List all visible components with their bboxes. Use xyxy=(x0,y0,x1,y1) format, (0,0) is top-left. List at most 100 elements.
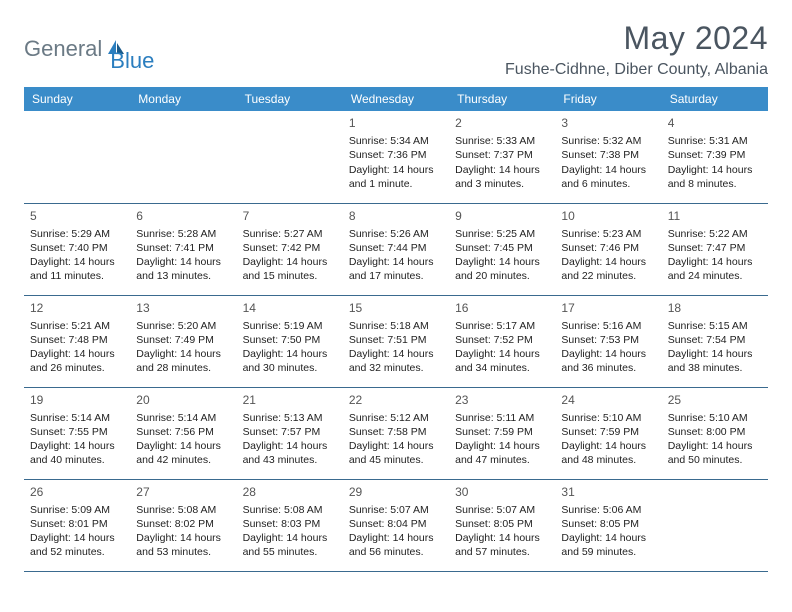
daylight-text: Daylight: 14 hours and 47 minutes. xyxy=(455,439,549,467)
day-number: 30 xyxy=(455,484,549,500)
sunrise-text: Sunrise: 5:15 AM xyxy=(668,319,762,333)
sunset-text: Sunset: 7:53 PM xyxy=(561,333,655,347)
sunrise-text: Sunrise: 5:21 AM xyxy=(30,319,124,333)
weekday-header: Tuesday xyxy=(237,87,343,111)
calendar-cell: 9Sunrise: 5:25 AMSunset: 7:45 PMDaylight… xyxy=(449,203,555,295)
daylight-text: Daylight: 14 hours and 56 minutes. xyxy=(349,531,443,559)
sunset-text: Sunset: 7:55 PM xyxy=(30,425,124,439)
day-number: 19 xyxy=(30,392,124,408)
sunrise-text: Sunrise: 5:32 AM xyxy=(561,134,655,148)
day-number: 14 xyxy=(243,300,337,316)
sunrise-text: Sunrise: 5:22 AM xyxy=(668,227,762,241)
daylight-text: Daylight: 14 hours and 52 minutes. xyxy=(30,531,124,559)
day-number: 31 xyxy=(561,484,655,500)
calendar-cell xyxy=(237,111,343,203)
sunset-text: Sunset: 7:59 PM xyxy=(561,425,655,439)
sunset-text: Sunset: 7:45 PM xyxy=(455,241,549,255)
day-number: 5 xyxy=(30,208,124,224)
calendar-cell: 12Sunrise: 5:21 AMSunset: 7:48 PMDayligh… xyxy=(24,295,130,387)
sunrise-text: Sunrise: 5:34 AM xyxy=(349,134,443,148)
daylight-text: Daylight: 14 hours and 40 minutes. xyxy=(30,439,124,467)
sunset-text: Sunset: 7:50 PM xyxy=(243,333,337,347)
calendar-cell: 25Sunrise: 5:10 AMSunset: 8:00 PMDayligh… xyxy=(662,387,768,479)
daylight-text: Daylight: 14 hours and 1 minute. xyxy=(349,163,443,191)
day-number: 18 xyxy=(668,300,762,316)
calendar-cell: 23Sunrise: 5:11 AMSunset: 7:59 PMDayligh… xyxy=(449,387,555,479)
brand-part2: Blue xyxy=(110,48,154,74)
sunset-text: Sunset: 7:46 PM xyxy=(561,241,655,255)
sunset-text: Sunset: 7:38 PM xyxy=(561,148,655,162)
sunrise-text: Sunrise: 5:07 AM xyxy=(455,503,549,517)
calendar-cell: 3Sunrise: 5:32 AMSunset: 7:38 PMDaylight… xyxy=(555,111,661,203)
day-number: 6 xyxy=(136,208,230,224)
calendar-cell: 31Sunrise: 5:06 AMSunset: 8:05 PMDayligh… xyxy=(555,479,661,571)
day-number: 24 xyxy=(561,392,655,408)
calendar-cell: 13Sunrise: 5:20 AMSunset: 7:49 PMDayligh… xyxy=(130,295,236,387)
sunrise-text: Sunrise: 5:12 AM xyxy=(349,411,443,425)
sunset-text: Sunset: 7:59 PM xyxy=(455,425,549,439)
page-title: May 2024 xyxy=(505,20,768,57)
calendar-cell: 14Sunrise: 5:19 AMSunset: 7:50 PMDayligh… xyxy=(237,295,343,387)
calendar-cell: 29Sunrise: 5:07 AMSunset: 8:04 PMDayligh… xyxy=(343,479,449,571)
calendar-cell: 24Sunrise: 5:10 AMSunset: 7:59 PMDayligh… xyxy=(555,387,661,479)
sunrise-text: Sunrise: 5:16 AM xyxy=(561,319,655,333)
calendar-cell: 22Sunrise: 5:12 AMSunset: 7:58 PMDayligh… xyxy=(343,387,449,479)
day-number: 21 xyxy=(243,392,337,408)
sunset-text: Sunset: 8:00 PM xyxy=(668,425,762,439)
sunrise-text: Sunrise: 5:18 AM xyxy=(349,319,443,333)
calendar-week: 26Sunrise: 5:09 AMSunset: 8:01 PMDayligh… xyxy=(24,479,768,571)
calendar-cell: 16Sunrise: 5:17 AMSunset: 7:52 PMDayligh… xyxy=(449,295,555,387)
calendar-cell: 8Sunrise: 5:26 AMSunset: 7:44 PMDaylight… xyxy=(343,203,449,295)
sunset-text: Sunset: 7:58 PM xyxy=(349,425,443,439)
day-number: 10 xyxy=(561,208,655,224)
sunset-text: Sunset: 7:47 PM xyxy=(668,241,762,255)
daylight-text: Daylight: 14 hours and 26 minutes. xyxy=(30,347,124,375)
daylight-text: Daylight: 14 hours and 32 minutes. xyxy=(349,347,443,375)
calendar-cell: 10Sunrise: 5:23 AMSunset: 7:46 PMDayligh… xyxy=(555,203,661,295)
title-block: May 2024 Fushe-Cidhne, Diber County, Alb… xyxy=(505,20,768,79)
calendar-cell: 1Sunrise: 5:34 AMSunset: 7:36 PMDaylight… xyxy=(343,111,449,203)
calendar-week: 1Sunrise: 5:34 AMSunset: 7:36 PMDaylight… xyxy=(24,111,768,203)
sunset-text: Sunset: 7:44 PM xyxy=(349,241,443,255)
sunset-text: Sunset: 7:57 PM xyxy=(243,425,337,439)
sunrise-text: Sunrise: 5:19 AM xyxy=(243,319,337,333)
weekday-header: Wednesday xyxy=(343,87,449,111)
calendar-body: 1Sunrise: 5:34 AMSunset: 7:36 PMDaylight… xyxy=(24,111,768,571)
calendar-cell: 21Sunrise: 5:13 AMSunset: 7:57 PMDayligh… xyxy=(237,387,343,479)
calendar-cell: 2Sunrise: 5:33 AMSunset: 7:37 PMDaylight… xyxy=(449,111,555,203)
day-number: 3 xyxy=(561,115,655,131)
daylight-text: Daylight: 14 hours and 28 minutes. xyxy=(136,347,230,375)
day-number: 12 xyxy=(30,300,124,316)
calendar-cell: 15Sunrise: 5:18 AMSunset: 7:51 PMDayligh… xyxy=(343,295,449,387)
calendar-cell: 30Sunrise: 5:07 AMSunset: 8:05 PMDayligh… xyxy=(449,479,555,571)
daylight-text: Daylight: 14 hours and 50 minutes. xyxy=(668,439,762,467)
daylight-text: Daylight: 14 hours and 13 minutes. xyxy=(136,255,230,283)
daylight-text: Daylight: 14 hours and 36 minutes. xyxy=(561,347,655,375)
calendar-cell: 19 Sunrise: 5:14 AMSunset: 7:55 PMDayligh… xyxy=(24,387,130,479)
daylight-text: Daylight: 14 hours and 42 minutes. xyxy=(136,439,230,467)
sunset-text: Sunset: 7:42 PM xyxy=(243,241,337,255)
day-number: 28 xyxy=(243,484,337,500)
sunrise-text: Sunrise: 5:14 AM xyxy=(30,411,124,425)
calendar-cell: 28Sunrise: 5:08 AMSunset: 8:03 PMDayligh… xyxy=(237,479,343,571)
sunset-text: Sunset: 7:51 PM xyxy=(349,333,443,347)
sunrise-text: Sunrise: 5:13 AM xyxy=(243,411,337,425)
day-number: 25 xyxy=(668,392,762,408)
calendar-cell: 20Sunrise: 5:14 AMSunset: 7:56 PMDayligh… xyxy=(130,387,236,479)
daylight-text: Daylight: 14 hours and 22 minutes. xyxy=(561,255,655,283)
brand-part1: General xyxy=(24,36,102,62)
daylight-text: Daylight: 14 hours and 20 minutes. xyxy=(455,255,549,283)
day-number: 13 xyxy=(136,300,230,316)
calendar-cell: 17 Sunrise: 5:16 AMSunset: 7:53 PMDayligh… xyxy=(555,295,661,387)
day-number: 1 xyxy=(349,115,443,131)
sunset-text: Sunset: 7:52 PM xyxy=(455,333,549,347)
daylight-text: Daylight: 14 hours and 59 minutes. xyxy=(561,531,655,559)
calendar-cell xyxy=(130,111,236,203)
sunrise-text: Sunrise: 5:25 AM xyxy=(455,227,549,241)
day-number: 17 xyxy=(561,300,655,316)
daylight-text: Daylight: 14 hours and 55 minutes. xyxy=(243,531,337,559)
sunrise-text: Sunrise: 5:31 AM xyxy=(668,134,762,148)
sunset-text: Sunset: 7:54 PM xyxy=(668,333,762,347)
sunrise-text: Sunrise: 5:20 AM xyxy=(136,319,230,333)
sunrise-text: Sunrise: 5:17 AM xyxy=(455,319,549,333)
